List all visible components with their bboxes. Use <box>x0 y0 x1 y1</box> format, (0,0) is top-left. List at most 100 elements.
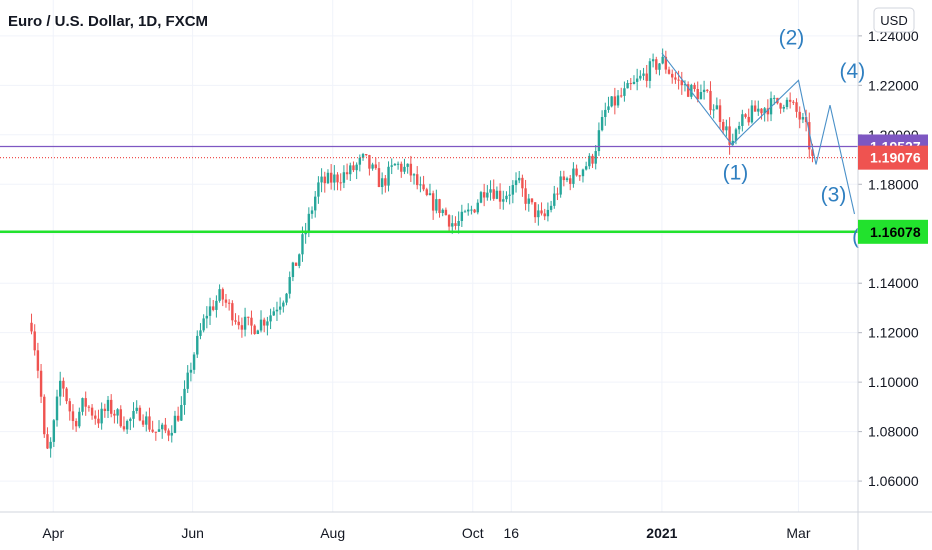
candle-body <box>135 407 138 411</box>
candle-body <box>808 122 811 150</box>
candle-body <box>285 293 288 303</box>
candle-body <box>151 429 154 432</box>
candle-body <box>604 109 607 117</box>
candle-body <box>578 175 581 177</box>
candle-body <box>629 83 632 85</box>
candle-body <box>428 193 432 195</box>
x-tick-label: Jun <box>181 525 204 541</box>
candle-body <box>352 165 355 171</box>
candle-body <box>301 234 304 255</box>
candle-body <box>661 56 664 64</box>
candle-body <box>329 172 333 183</box>
candle-body <box>62 380 65 389</box>
candle-body <box>387 166 390 186</box>
candle-body <box>218 289 221 301</box>
candle-body <box>294 262 298 266</box>
candle-body <box>272 311 275 316</box>
candle-body <box>412 174 416 176</box>
candle-body <box>798 111 801 120</box>
candle-body <box>183 388 186 405</box>
candle-body <box>116 409 119 416</box>
candle-body <box>677 79 680 81</box>
candle-body <box>87 406 91 408</box>
candle-body <box>49 441 52 449</box>
candle-body <box>307 213 311 232</box>
candle-body <box>569 178 572 184</box>
candle-body <box>231 303 234 321</box>
price-lines <box>0 145 858 234</box>
candle-body <box>349 165 352 175</box>
candle-body <box>693 84 696 90</box>
candle-body <box>298 254 301 266</box>
candle-body <box>342 172 346 183</box>
currency-label[interactable]: USD <box>880 13 907 28</box>
candle-body <box>591 155 594 164</box>
candle-body <box>154 431 158 433</box>
candle-body <box>125 420 129 430</box>
candle-body <box>374 164 377 169</box>
candle-body <box>588 155 591 167</box>
candle-body <box>81 398 84 412</box>
candle-body <box>731 140 734 145</box>
candle-body <box>202 318 205 331</box>
y-tick-label: 1.06000 <box>868 473 919 489</box>
candle-body <box>467 209 470 212</box>
elliott-wave: (1)(2)(3)(4)(5 <box>661 27 871 249</box>
candle-body <box>543 213 546 217</box>
currency-button[interactable] <box>873 7 915 33</box>
price-axis[interactable]: 1.240001.220001.200001.180001.160001.140… <box>857 0 928 550</box>
time-axis[interactable]: Apr Jun Aug Oct 16 2021 Mar <box>0 511 932 541</box>
candle-body <box>556 193 559 195</box>
candle-body <box>486 192 489 198</box>
candle-body <box>773 97 776 99</box>
candle-body <box>779 103 782 109</box>
candle-body <box>801 117 805 120</box>
x-tick-label: Mar <box>786 525 810 541</box>
candle-body <box>635 78 639 82</box>
candle-body <box>186 372 189 389</box>
candle-body <box>355 164 358 171</box>
candle-body <box>365 154 368 156</box>
candle-body <box>164 424 167 431</box>
candle-body <box>623 88 626 96</box>
candle-body <box>36 350 40 371</box>
candle-body <box>479 192 483 203</box>
candle-body <box>753 105 757 112</box>
candle-body <box>492 189 495 199</box>
y-tick-label: 1.08000 <box>868 424 919 440</box>
candle-body <box>310 210 314 214</box>
candle-body <box>553 193 556 206</box>
candle-body <box>406 163 409 167</box>
x-tick-label: Apr <box>42 525 64 541</box>
candle-body <box>616 95 620 106</box>
candle-body <box>648 61 652 81</box>
candle-body <box>291 262 295 278</box>
wave-path <box>661 52 856 215</box>
candle-body <box>106 399 110 411</box>
candle-body <box>537 210 540 218</box>
candle-body <box>59 380 62 397</box>
candle-body <box>84 398 87 407</box>
candle-body <box>275 309 279 312</box>
candle-body <box>71 411 75 422</box>
candle-body <box>173 415 177 433</box>
candle-body <box>170 432 173 436</box>
candle-body <box>208 306 212 316</box>
candle-body <box>788 99 792 102</box>
candle-body <box>530 198 534 203</box>
candle-body <box>400 163 403 172</box>
candle-body <box>686 84 690 97</box>
candle-body <box>326 172 330 184</box>
candle-body <box>549 205 553 210</box>
y-tick-label: 1.10000 <box>868 374 919 390</box>
candle-body <box>476 202 479 213</box>
candle-body <box>699 92 703 100</box>
candle-body <box>419 184 422 186</box>
candle-body <box>132 410 135 419</box>
candle-body <box>454 223 457 226</box>
candle-body <box>97 418 100 424</box>
candle-body <box>393 163 397 166</box>
candle-body <box>600 116 604 131</box>
